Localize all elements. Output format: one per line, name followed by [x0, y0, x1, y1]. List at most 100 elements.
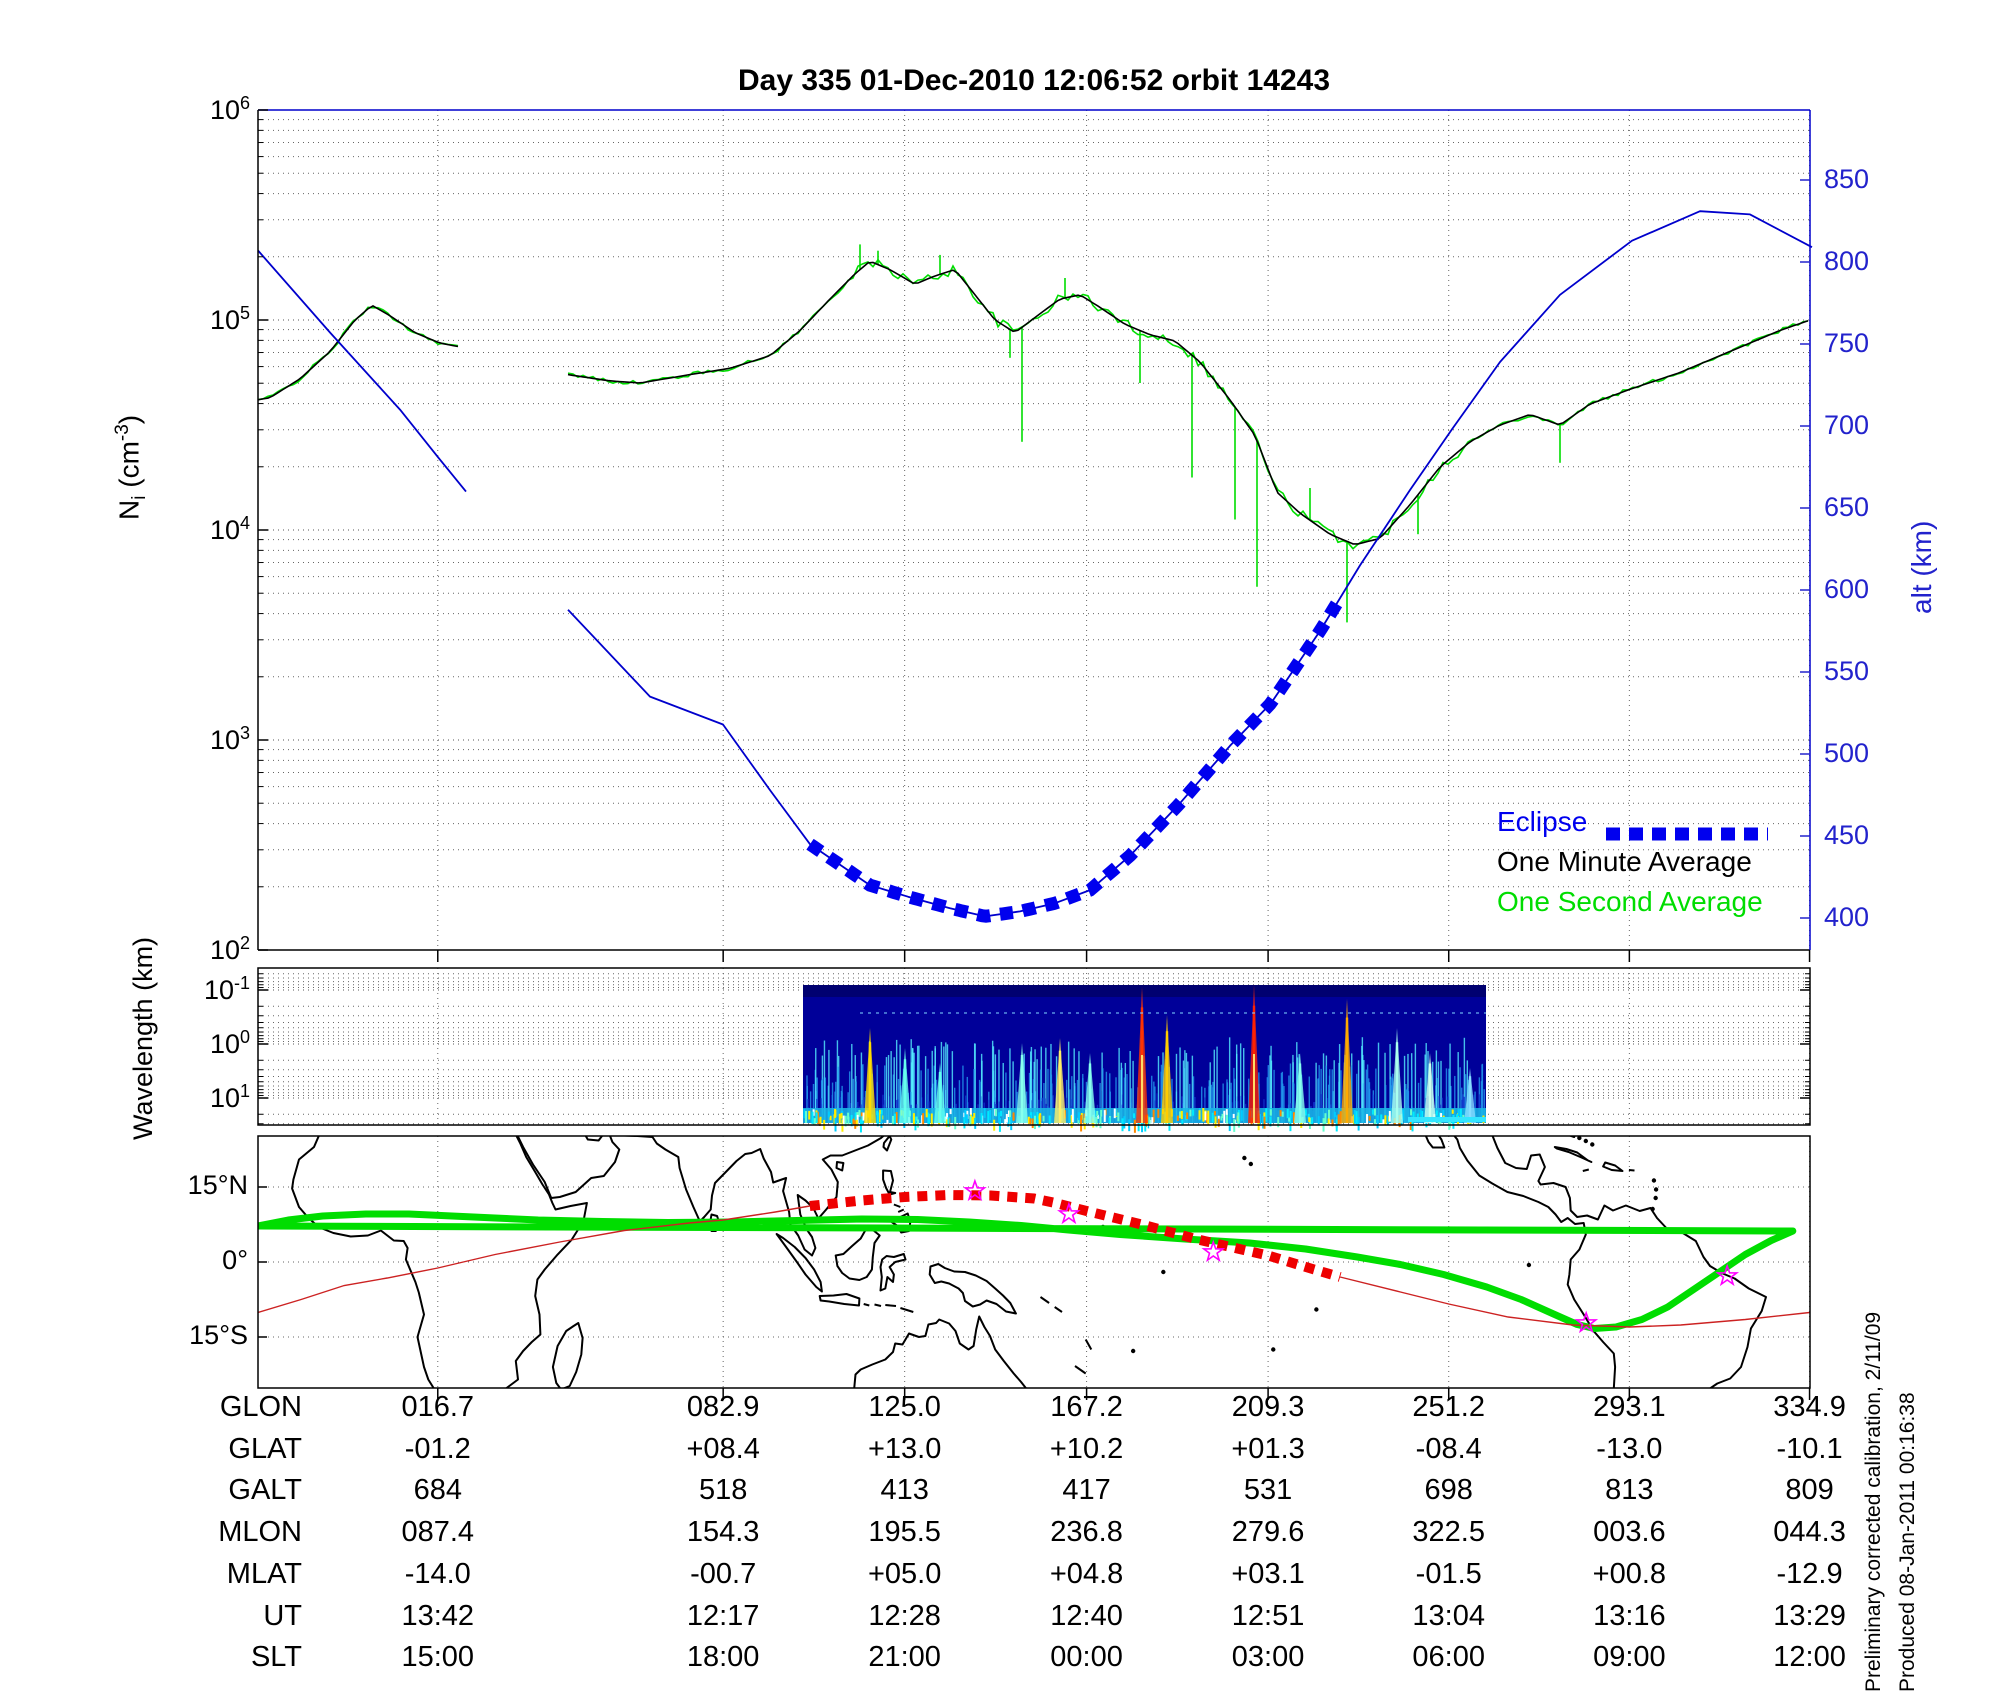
density-tick-label: 104: [209, 513, 250, 545]
coastline: [291, 1136, 435, 1388]
side-note-calibration: Preliminary corrected calibration, 2/11/…: [1862, 1311, 1885, 1692]
table-cell-galt: 518: [698, 1474, 748, 1507]
island-dot: [1314, 1307, 1319, 1312]
table-row-label: GLAT: [228, 1432, 302, 1465]
table-cell-glon: 167.2: [1050, 1391, 1123, 1423]
table-row-label: MLON: [218, 1516, 302, 1549]
table-cell-ut: 13:04: [1412, 1599, 1485, 1632]
table-cell-mlon: 195.5: [868, 1516, 941, 1549]
latitude-tick-label: 15°S: [189, 1320, 248, 1350]
coastline: [882, 1136, 893, 1152]
coastline: [1453, 1136, 1617, 1388]
coastline: [897, 1208, 905, 1213]
island-dot: [1590, 1142, 1595, 1147]
table-cell-glon: 209.3: [1231, 1391, 1305, 1423]
altitude-tick-label: 600: [1824, 574, 1870, 604]
table-cell-glat: +10.2: [1049, 1432, 1124, 1465]
table-cell-galt: 698: [1424, 1474, 1473, 1507]
table-cell-glat: -08.4: [1415, 1432, 1482, 1465]
star-marker: [963, 1178, 987, 1202]
table-cell-galt: 413: [880, 1474, 929, 1507]
wavelength-spectrogram: [257, 967, 1811, 1133]
coastline: [853, 1315, 1027, 1388]
star-marker: [1201, 1239, 1226, 1263]
table-row-label: MLAT: [226, 1557, 302, 1590]
table-cell-mlat: -12.9: [1776, 1557, 1843, 1590]
star-marker: [1715, 1263, 1740, 1287]
table-cell-glat: -01.2: [404, 1432, 471, 1465]
coastline: [818, 1293, 861, 1307]
coastline: [835, 1161, 845, 1172]
coastline: [1491, 1136, 1767, 1388]
table-cell-ut: 13:42: [401, 1599, 475, 1632]
table-cell-ut: 12:17: [686, 1599, 760, 1632]
table-cell-glon: 016.7: [401, 1391, 475, 1423]
table-cell-mlat: -00.7: [690, 1557, 757, 1590]
table-cell-glon: 293.1: [1593, 1391, 1666, 1423]
table-cell-slt: 03:00: [1231, 1641, 1305, 1674]
legend-eclipse-label: Eclipse: [1497, 806, 1588, 837]
coastline: [879, 1253, 907, 1292]
table-cell-mlon: 236.8: [1050, 1516, 1123, 1549]
island-dot: [1577, 1136, 1582, 1141]
table-row-label: GALT: [228, 1474, 302, 1507]
island-dot: [1242, 1155, 1247, 1161]
altitude-tick-label: 550: [1824, 656, 1870, 686]
coastline: [1424, 1136, 1446, 1149]
island-dot: [1653, 1187, 1659, 1192]
table-cell-slt: 12:00: [1773, 1641, 1846, 1674]
density-tick-label: 105: [209, 303, 250, 335]
island-dot: [1526, 1262, 1532, 1268]
altitude-tick-label: 800: [1824, 246, 1870, 276]
legend-one-minute-label: One Minute Average: [1497, 846, 1752, 877]
latitude-tick-label: 0°: [222, 1245, 248, 1275]
table-cell-slt: 15:00: [401, 1641, 475, 1674]
wavelength-tick-label: 10-1: [203, 973, 250, 1005]
table-cell-slt: 00:00: [1050, 1641, 1123, 1674]
table-cell-slt: 18:00: [686, 1641, 760, 1674]
table-cell-mlon: 003.6: [1593, 1516, 1666, 1549]
island-dot: [1583, 1138, 1589, 1144]
ground-track-eclipse: [809, 1189, 1342, 1282]
table-cell-glat: +13.0: [867, 1432, 942, 1465]
table-row-label: GLON: [219, 1391, 302, 1423]
ground-track-map: [258, 1136, 1810, 1388]
coastline: [893, 1203, 901, 1208]
coastline: [622, 1136, 885, 1257]
table-cell-glat: -10.1: [1776, 1432, 1843, 1465]
table-row-label: UT: [263, 1599, 302, 1632]
coastline: [928, 1263, 1017, 1315]
coastline: [1553, 1146, 1593, 1163]
island-dot: [1653, 1195, 1658, 1201]
table-cell-ut: 12:28: [868, 1599, 941, 1632]
page-title: Day 335 01-Dec-2010 12:06:52 orbit 14243: [737, 64, 1331, 97]
star-marker: [1574, 1310, 1599, 1334]
coastline: [505, 1136, 588, 1388]
coastline: [516, 1136, 621, 1199]
table-cell-mlat: +05.0: [867, 1557, 942, 1590]
altitude-tick-label: 500: [1824, 738, 1870, 768]
wavelength-tick-label: 101: [209, 1081, 250, 1113]
table-cell-ut: 12:51: [1231, 1599, 1305, 1632]
table-cell-slt: 06:00: [1412, 1641, 1485, 1674]
table-cell-mlon: 322.5: [1412, 1516, 1485, 1549]
table-cell-glat: +08.4: [686, 1432, 760, 1465]
table-cell-mlat: +03.1: [1231, 1557, 1305, 1590]
coastline: [1054, 1306, 1063, 1313]
table-cell-mlat: +00.8: [1592, 1557, 1667, 1590]
table-row-label: SLT: [250, 1641, 302, 1674]
coastline: [1602, 1161, 1624, 1172]
coastline: [874, 1303, 882, 1307]
altitude-tick-label: 400: [1824, 902, 1870, 932]
table-cell-mlat: -01.5: [1415, 1557, 1482, 1590]
coastline: [1039, 1296, 1050, 1304]
coastline: [885, 1304, 897, 1307]
coastline: [834, 1226, 881, 1281]
altitude-tick-label: 850: [1824, 164, 1870, 194]
table-cell-mlon: 279.6: [1231, 1516, 1305, 1549]
map-frame: [257, 1135, 1811, 1400]
table-cell-ut: 13:29: [1773, 1599, 1846, 1632]
table-cell-glon: 125.0: [868, 1391, 941, 1423]
